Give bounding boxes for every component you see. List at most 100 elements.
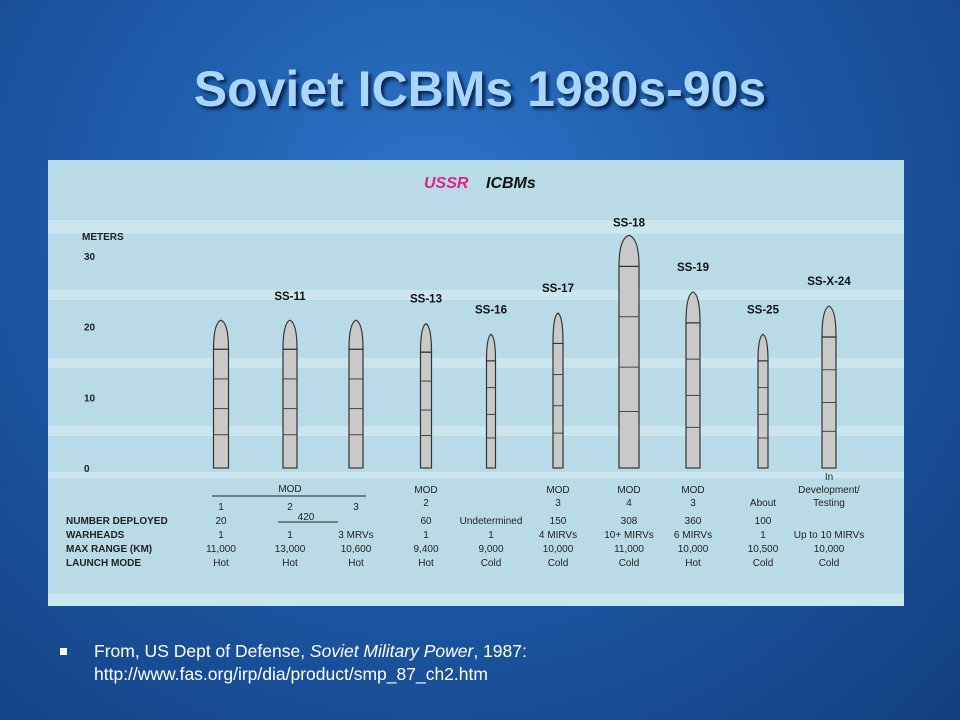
table-cell: 100: [755, 516, 772, 527]
mod-cell: 1: [218, 502, 224, 513]
missile-nose: [685, 291, 701, 324]
missile-nose: [282, 319, 298, 350]
table-cell: 10,600: [341, 544, 372, 555]
mod-cell: Testing: [813, 498, 845, 509]
table-cell: 1: [218, 530, 224, 541]
table-cell: 360: [685, 516, 702, 527]
y-tick-label: 30: [84, 252, 96, 263]
missile-label: SS-X-24: [807, 276, 851, 288]
table-cell: Up to 10 MIRVs: [794, 530, 864, 541]
table-cell: 10+ MIRVs: [604, 530, 654, 541]
table-cell: 1: [760, 530, 766, 541]
table-cell: Cold: [548, 558, 569, 569]
missile-nose: [821, 305, 837, 338]
missile-nose: [485, 333, 497, 362]
mod-cell: MOD: [546, 485, 569, 496]
missile-nose: [757, 333, 769, 362]
table-cell: 1: [423, 530, 429, 541]
y-tick-label: 0: [84, 464, 90, 475]
chart-title-ussr: USSR: [424, 175, 469, 192]
table-cell: Hot: [685, 558, 701, 569]
missile-ss-x-24: SS-X-24: [807, 276, 851, 469]
table-cell: 1: [488, 530, 494, 541]
table-cell: 60: [420, 516, 432, 527]
table-cell: Cold: [753, 558, 774, 569]
table-cell: Hot: [282, 558, 298, 569]
table-cell: 308: [621, 516, 638, 527]
table-cell: 10,000: [678, 544, 709, 555]
row-label: WARHEADS: [66, 530, 125, 541]
missile-label: SS-11: [274, 291, 306, 303]
table-cell: Hot: [348, 558, 364, 569]
y-tick-label: 10: [84, 393, 96, 404]
ss11-total: 420: [298, 512, 315, 523]
background-band: [48, 358, 904, 368]
mod-cell: About: [750, 498, 776, 509]
table-cell: 4 MIRVs: [539, 530, 577, 541]
slide-title: Soviet ICBMs 1980s-90s: [193, 61, 767, 117]
table-cell: Hot: [213, 558, 229, 569]
bullet-icon: [60, 648, 67, 655]
missile-label: SS-19: [677, 262, 709, 274]
missile-ss-13: SS-13: [410, 294, 442, 469]
table-cell: Cold: [619, 558, 640, 569]
mod-cell: Development/: [798, 485, 860, 496]
missile-ss-18: SS-18: [613, 217, 646, 469]
table-cell: 9,000: [478, 544, 503, 555]
table-cell: 6 MIRVs: [674, 530, 712, 541]
mod-cell: 2: [423, 498, 429, 509]
chart-title-icbms: ICBMs: [486, 175, 536, 192]
source-suffix: , 1987:: [473, 641, 527, 661]
missile-nose: [212, 319, 230, 350]
missile-label: SS-13: [410, 294, 442, 306]
y-axis-label: METERS: [82, 232, 124, 243]
table-cell: Undetermined: [460, 516, 523, 527]
mod-cell: 3: [353, 502, 359, 513]
background-band: [48, 426, 904, 436]
table-cell: 11,000: [614, 544, 644, 555]
table-cell: Hot: [418, 558, 434, 569]
missile-label: SS-16: [475, 304, 507, 316]
source-title: Soviet Military Power: [309, 641, 474, 661]
source-prefix: From, US Dept of Defense,: [94, 641, 310, 661]
table-cell: 150: [550, 516, 567, 527]
row-label: MAX RANGE (KM): [66, 544, 152, 555]
missile-ss-19: SS-19: [677, 262, 709, 469]
background-band: [48, 290, 904, 300]
y-tick-label: 20: [84, 323, 96, 334]
missile-nose: [348, 319, 364, 350]
table-cell: 20: [215, 516, 227, 527]
missile-ss-17: SS-17: [542, 283, 574, 469]
missile-label: SS-18: [613, 217, 646, 229]
missile-ss-11-mod-3: [348, 319, 364, 469]
table-cell: 10,000: [543, 544, 574, 555]
missile-nose: [552, 312, 564, 345]
background-band: [48, 472, 904, 478]
mod-cell: MOD: [414, 485, 437, 496]
table-cell: 9,400: [413, 544, 438, 555]
table-cell: Cold: [481, 558, 502, 569]
table-cell: 3 MRVs: [338, 530, 373, 541]
missile-label: SS-25: [747, 304, 780, 316]
missile-ss-11: SS-11: [274, 291, 306, 469]
missile-ss-11-mod-1: [212, 319, 230, 469]
mod-cell: MOD: [617, 485, 640, 496]
row-label: LAUNCH MODE: [66, 558, 141, 569]
row-label: NUMBER DEPLOYED: [66, 516, 168, 527]
background-band: [48, 220, 904, 234]
missile-nose: [618, 234, 640, 267]
missile-ss-25: SS-25: [747, 304, 780, 469]
mod-cell: 3: [690, 498, 696, 509]
missile-ss-16: SS-16: [475, 304, 507, 469]
mod-cell: MOD: [681, 485, 704, 496]
mod-cell: 3: [555, 498, 561, 509]
table-cell: 10,500: [748, 544, 779, 555]
source-url[interactable]: http://www.fas.org/irp/dia/product/smp_8…: [94, 664, 488, 684]
mod-cell: 2: [287, 502, 293, 513]
table-cell: Cold: [819, 558, 840, 569]
mod-cell: 4: [626, 498, 632, 509]
missile-nose: [419, 322, 433, 353]
table-cell: 10,000: [814, 544, 845, 555]
table-cell: 13,000: [275, 544, 306, 555]
table-cell: 1: [287, 530, 293, 541]
